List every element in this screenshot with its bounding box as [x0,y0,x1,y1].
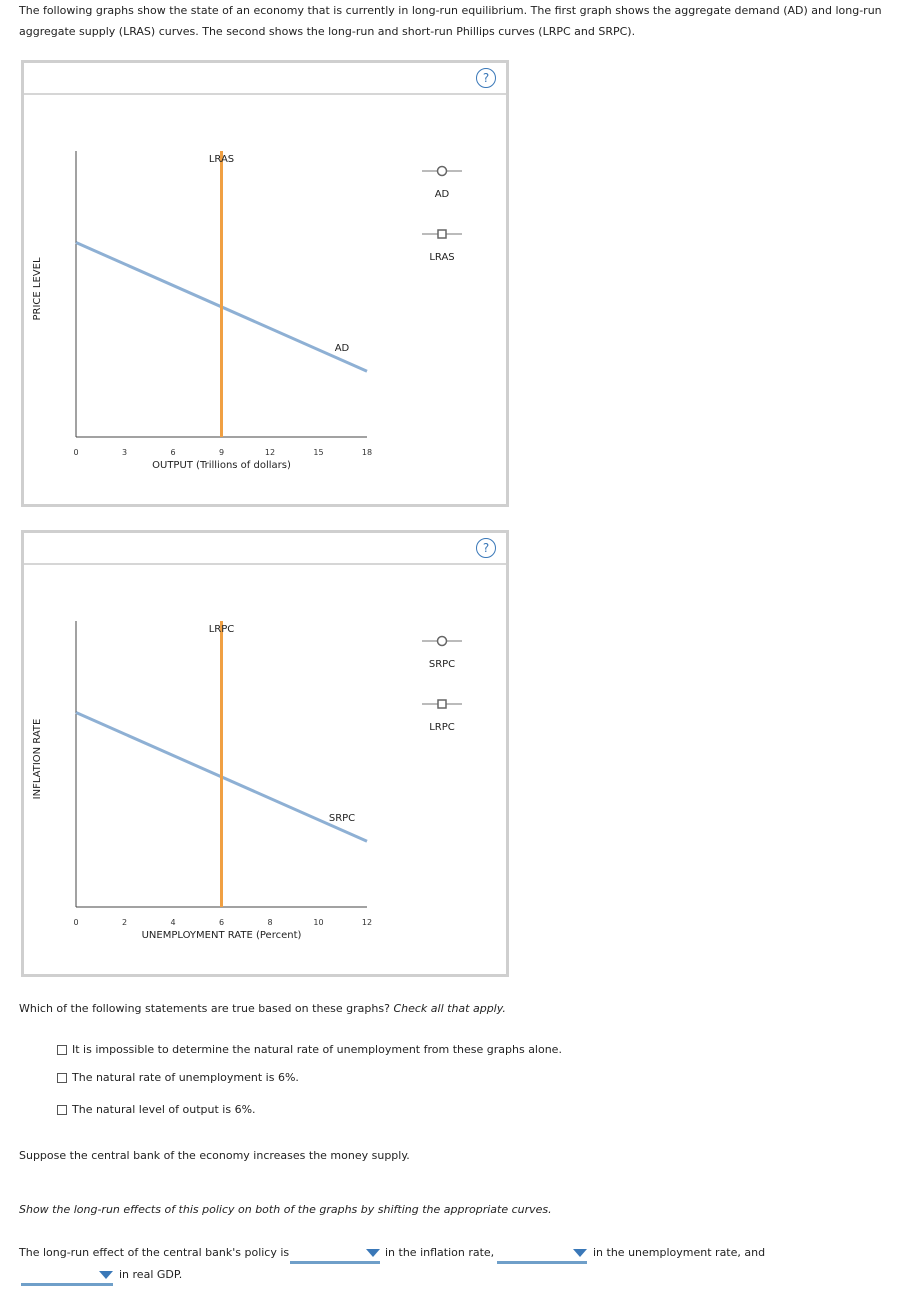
graph-aggregate-demand-supply[interactable]: ? 0 3 6 9 12 15 18 OUTPUT (Trillions of dollars… [21,60,509,507]
x-tick-label: 2 [122,918,127,927]
question-text: Which of the following statements are tr… [19,1002,390,1015]
y-axis-label: PRICE LEVEL [32,257,43,320]
sloped-curve-label: AD [335,343,350,354]
legend-square-marker[interactable] [437,699,447,709]
graph-toolbar: ? [24,63,506,95]
option-checkbox[interactable]: It is impossible to determine the natura… [57,1043,562,1056]
help-icon[interactable]: ? [476,538,496,558]
legend-label: LRPC [429,722,455,733]
sloped-curve-label: SRPC [329,813,355,824]
y-axis-label: INFLATION RATE [32,719,43,800]
sentence-part3: in the unemployment rate, and [593,1246,766,1259]
question-prompt: Which of the following statements are tr… [19,1002,506,1015]
x-tick-label: 0 [73,918,78,927]
option-checkbox[interactable]: The natural rate of unemployment is 6%. [57,1071,299,1084]
x-tick-label: 8 [267,918,272,927]
x-axis-label: UNEMPLOYMENT RATE (Percent) [142,930,302,941]
chevron-down-icon [366,1249,380,1257]
legend-circle-marker[interactable] [436,635,448,647]
x-tick-label: 6 [219,918,224,927]
chevron-down-icon [573,1249,587,1257]
graph-toolbar: ? [24,533,506,565]
gdp-effect-dropdown[interactable] [21,1267,113,1286]
option-label: The natural rate of unemployment is 6%. [72,1071,299,1084]
x-tick-label: 4 [170,918,175,927]
x-tick-label: 6 [170,448,175,457]
x-tick-label: 9 [219,448,224,457]
legend-square-marker[interactable] [437,229,447,239]
sentence-part4: in real GDP. [119,1268,183,1281]
ad-lras-chart[interactable]: 0 3 6 9 12 15 18 OUTPUT (Trillions of dollars) P… [24,63,506,504]
scenario-text: Suppose the central bank of the economy … [19,1149,410,1162]
inflation-effect-dropdown[interactable] [290,1245,380,1264]
x-tick-label: 15 [313,448,323,457]
instruction-text: Show the long-run effects of this policy… [19,1203,552,1216]
checkbox[interactable] [57,1072,67,1083]
legend-label: LRAS [429,252,454,263]
vertical-curve-label: LRPC [209,624,235,635]
intro-text: The following graphs show the state of a… [19,4,882,38]
x-tick-label: 12 [265,448,275,457]
option-label: It is impossible to determine the natura… [72,1043,562,1056]
graph-phillips-curves[interactable]: ? 0 2 4 6 8 10 12 UNEMPLOYMENT RATE (Percent) IN… [21,530,509,977]
x-tick-label: 18 [362,448,372,457]
legend-label: SRPC [429,659,455,670]
vertical-curve-label: LRAS [209,154,234,165]
legend-label: AD [435,189,450,200]
x-tick-label: 0 [73,448,78,457]
phillips-chart[interactable]: 0 2 4 6 8 10 12 UNEMPLOYMENT RATE (Percent) INFL… [24,533,506,974]
x-tick-label: 10 [313,918,323,927]
legend-circle-marker[interactable] [436,165,448,177]
checkbox[interactable] [57,1044,67,1055]
x-tick-label: 12 [362,918,372,927]
chevron-down-icon [99,1271,113,1279]
sentence-part1: The long-run effect of the central bank'… [19,1246,290,1259]
unemployment-effect-dropdown[interactable] [497,1245,587,1264]
checkbox[interactable] [57,1104,67,1115]
option-checkbox[interactable]: The natural level of output is 6%. [57,1103,256,1116]
x-axis-label: OUTPUT (Trillions of dollars) [152,460,291,471]
option-label: The natural level of output is 6%. [72,1103,256,1116]
question-hint: Check all that apply. [393,1002,506,1015]
x-tick-label: 3 [122,448,127,457]
help-icon[interactable]: ? [476,68,496,88]
sentence-part2: in the inflation rate, [385,1246,495,1259]
